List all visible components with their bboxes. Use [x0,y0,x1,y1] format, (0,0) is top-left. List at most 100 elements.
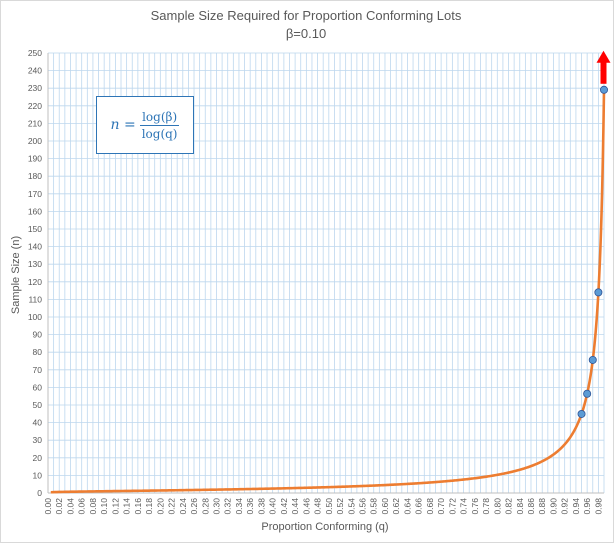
y-tick-label: 230 [28,83,42,93]
x-tick-labels: 0.00 0.02 0.04 0.06 0.08 0.10 0.12 0.14 0.16 0.18… [43,498,603,515]
formula-fraction: log(β) log(q) [140,110,180,141]
y-tick-label: 30 [33,435,43,445]
x-tick-label: 0.88 [537,498,547,515]
y-tick-label: 170 [28,189,42,199]
x-axis-title: Proportion Conforming (q) [261,521,388,533]
y-tick-label: 140 [28,242,42,252]
y-tick-label: 10 [33,470,43,480]
up-arrow [596,50,611,84]
up-arrow-head [596,50,611,63]
x-tick-label: 0.96 [582,498,592,515]
y-tick-label: 200 [28,136,42,146]
x-tick-label: 0.28 [200,498,210,515]
chart-title: Sample Size Required for Proportion Conf… [151,8,462,23]
up-arrow-shaft [600,61,607,84]
x-tick-label: 0.38 [256,498,266,515]
x-tick-label: 0.08 [88,498,98,515]
x-tick-label: 0.90 [548,498,558,515]
y-axis-title: Sample Size (n) [10,236,22,314]
x-tick-label: 0.30 [211,498,221,515]
x-tick-label: 0.12 [110,498,120,515]
y-tick-label: 70 [33,365,43,375]
x-tick-label: 0.02 [54,498,64,515]
x-tick-label: 0.86 [526,498,536,515]
x-tick-label: 0.26 [189,498,199,515]
x-tick-label: 0.06 [77,498,87,515]
x-tick-label: 0.40 [268,498,278,515]
grid-lines [47,52,605,494]
y-tick-label: 250 [28,48,42,58]
x-tick-label: 0.64 [402,498,412,515]
x-tick-label: 0.98 [593,498,603,515]
y-tick-label: 40 [33,418,43,428]
formula-lhs: n = [110,117,136,133]
x-tick-label: 0.04 [65,498,75,515]
y-tick-label: 120 [28,277,42,287]
x-tick-label: 0.62 [391,498,401,515]
x-tick-label: 0.70 [436,498,446,515]
x-tick-label: 0.24 [178,498,188,515]
x-tick-label: 0.14 [122,498,132,515]
y-tick-label: 130 [28,259,42,269]
y-tick-label: 180 [28,171,42,181]
data-point [594,288,603,297]
y-tick-label: 100 [28,312,42,322]
x-tick-label: 0.68 [425,498,435,515]
y-tick-label: 240 [28,66,42,76]
x-tick-label: 0.10 [99,498,109,515]
x-tick-label: 0.56 [358,498,368,515]
x-tick-label: 0.36 [245,498,255,515]
x-tick-label: 0.74 [459,498,469,515]
y-tick-label: 150 [28,224,42,234]
data-point [600,85,609,94]
x-tick-label: 0.78 [481,498,491,515]
x-tick-label: 0.54 [346,498,356,515]
x-tick-label: 0.94 [571,498,581,515]
y-tick-label: 110 [28,294,42,304]
x-tick-label: 0.76 [470,498,480,515]
y-tick-label: 220 [28,101,42,111]
y-tick-label: 90 [33,330,43,340]
x-tick-label: 0.44 [290,498,300,515]
y-tick-label: 210 [28,118,42,128]
x-tick-label: 0.60 [380,498,390,515]
x-tick-label: 0.58 [369,498,379,515]
data-point [583,389,592,398]
x-tick-label: 0.92 [560,498,570,515]
arrow-layer [596,50,611,84]
x-tick-label: 0.18 [144,498,154,515]
x-tick-label: 0.22 [167,498,177,515]
y-tick-label: 190 [28,154,42,164]
y-tick-label: 20 [33,453,43,463]
y-tick-label: 0 [37,488,42,498]
y-tick-label: 60 [33,382,43,392]
x-tick-label: 0.32 [223,498,233,515]
formula-numerator: log(β) [140,109,180,126]
x-tick-label: 0.46 [301,498,311,515]
x-tick-label: 0.00 [43,498,53,515]
y-tick-label: 50 [33,400,43,410]
y-tick-labels: 0 10 20 30 40 50 60 70 80 90 100 110 120 130 140 150 160… [28,48,42,498]
formula-annotation: n = log(β) log(q) [96,96,194,154]
axes [47,53,604,494]
series-layer [50,88,606,494]
x-tick-label: 0.66 [414,498,424,515]
series-line [50,88,606,494]
x-tick-label: 0.16 [133,498,143,515]
y-tick-label: 160 [28,206,42,216]
x-tick-label: 0.48 [313,498,323,515]
chart-subtitle: β=0.10 [286,26,326,41]
data-point [588,355,597,364]
x-tick-label: 0.50 [324,498,334,515]
point-layer [577,85,609,418]
x-tick-label: 0.84 [515,498,525,515]
formula-denominator: log(q) [141,126,178,141]
x-tick-label: 0.20 [155,498,165,515]
x-tick-label: 0.80 [492,498,502,515]
data-point [577,409,586,418]
x-tick-label: 0.42 [279,498,289,515]
y-tick-label: 80 [33,347,43,357]
x-tick-label: 0.52 [335,498,345,515]
